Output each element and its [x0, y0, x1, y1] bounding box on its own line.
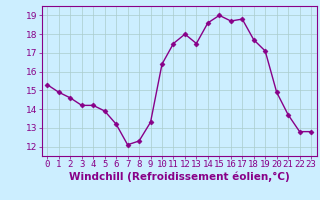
X-axis label: Windchill (Refroidissement éolien,°C): Windchill (Refroidissement éolien,°C): [69, 172, 290, 182]
